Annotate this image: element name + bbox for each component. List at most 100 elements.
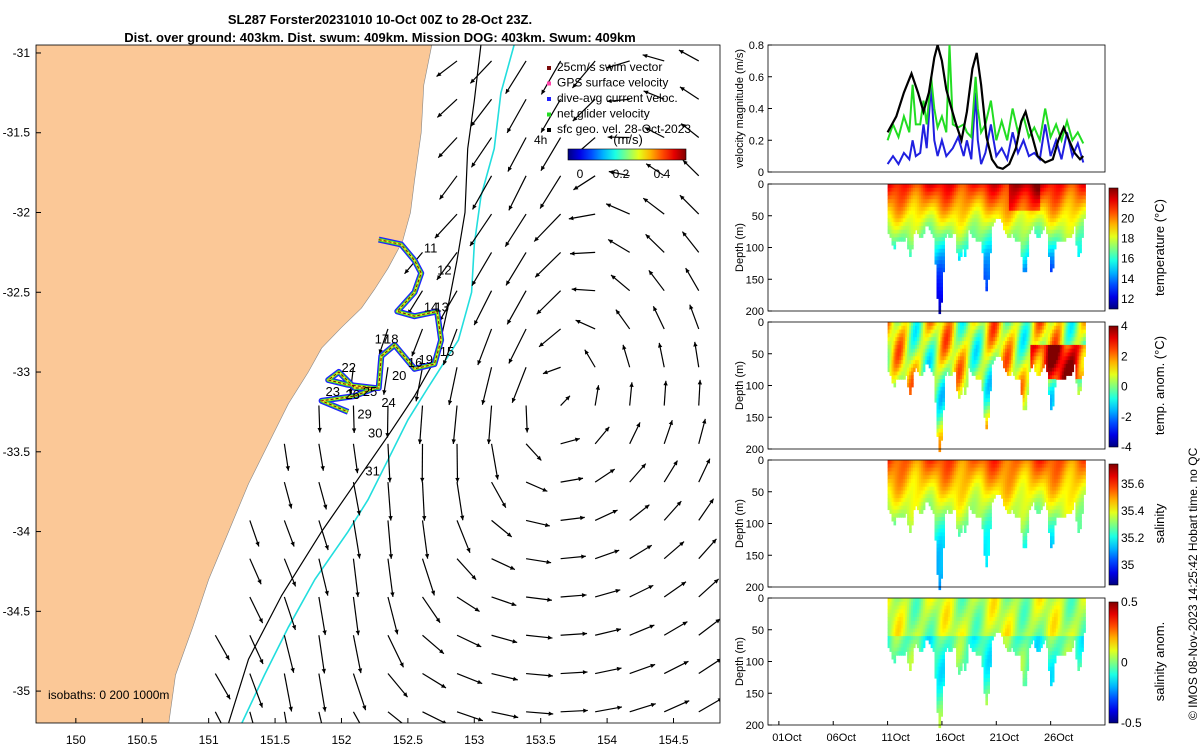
depth-axis-label: Depth (m): [734, 499, 746, 548]
heatmap-colorbar: [1108, 601, 1119, 724]
colorbar-tick-label: 0: [1121, 380, 1128, 394]
time-x-tick-label: 26Oct: [1044, 732, 1073, 744]
depth-tick-label: 0: [758, 317, 764, 329]
track-day-label: 12: [437, 263, 451, 278]
depth-tick-label: 50: [752, 211, 764, 223]
track-day-label: 29: [357, 406, 371, 421]
heatmap-cells: [887, 460, 1086, 591]
map-y-tick-label: -32: [13, 206, 31, 220]
track-day-label: 31: [365, 464, 379, 479]
track-day-label: 20: [392, 368, 406, 383]
depth-tick-label: 100: [746, 381, 764, 393]
depth-tick-label: 100: [746, 657, 764, 669]
colorbar-tick-label: 22: [1121, 191, 1135, 205]
chart-title-line2: Dist. over ground: 403km. Dist. swum: 40…: [124, 30, 636, 45]
legend-swatch: [547, 112, 551, 117]
colorbar-tick-label: 35.4: [1121, 504, 1145, 518]
legend-swatch: [547, 128, 551, 132]
track-day-label: 17: [375, 331, 389, 346]
velocity-y-tick-label: 0: [758, 167, 764, 179]
colorbar-tick-label: 0.4: [654, 167, 671, 181]
map-y-tick-label: -34: [13, 525, 31, 539]
colorbar-tick-label: 16: [1121, 252, 1135, 266]
heatmap-panel: 0 50 100 150 200 Depth (m) 35.6 35.4 35.2 35 salin…: [734, 455, 1167, 594]
map-panel: 111213141516171819202223242526293031isob…: [3, 44, 721, 747]
isobath-label: isobaths: 0 200 1000m: [48, 688, 169, 702]
heatmap-panel: 0 50 100 150 200 Depth (m) 4 2 0 -2 -4 temp. anom. …: [734, 317, 1167, 456]
track-day-label: 24: [381, 395, 395, 410]
heatmap-cells: [887, 322, 1086, 453]
velocity-y-tick-label: 0.6: [749, 72, 764, 84]
map-y-tick-label: -34.5: [3, 604, 31, 618]
track-day-label: 25: [363, 384, 377, 399]
colorbar-tick-label: -2: [1121, 410, 1132, 424]
track-day-label: 11: [424, 240, 438, 255]
colorbar-label: temperature (°C): [1152, 199, 1167, 296]
velocity-y-tick-label: 0.8: [749, 40, 764, 52]
colorbar-label: temp. anom. (°C): [1152, 336, 1167, 435]
track-day-label: 23: [326, 384, 340, 399]
time-x-tick-label: 16Oct: [935, 732, 964, 744]
isobath-200m: [228, 45, 482, 723]
time-x-tick-label: 21Oct: [990, 732, 1019, 744]
time-x-tick-label: 01Oct: [772, 732, 801, 744]
velocity-y-tick-label: 0.4: [749, 104, 764, 116]
heatmap-colorbar: [1108, 463, 1119, 586]
heatmap-colorbar: [1108, 187, 1119, 310]
track-day-label: 15: [440, 344, 454, 359]
map-x-tick-label: 153: [464, 733, 484, 747]
map-x-tick-label: 152.5: [393, 733, 423, 747]
depth-tick-label: 150: [746, 412, 764, 424]
map-x-tick-label: 153.5: [526, 733, 556, 747]
track-day-label: 30: [368, 425, 382, 440]
colorbar-tick-label: 0.5: [1121, 595, 1138, 609]
colorbar-tick-label: 4: [1121, 319, 1128, 333]
map-y-tick-label: -33: [13, 365, 31, 379]
map-x-tick-label: 151.5: [260, 733, 290, 747]
geo-speed-line: [886, 45, 1085, 171]
depth-axis-label: Depth (m): [734, 361, 746, 410]
chart-title-line1: SL287 Forster20231010 10-Oct 00Z to 28-O…: [227, 12, 533, 27]
depth-tick-label: 0: [758, 455, 764, 467]
map-y-tick-label: -32.5: [3, 285, 31, 299]
map-x-tick-label: 154: [597, 733, 617, 747]
depth-tick-label: 200: [746, 720, 764, 732]
depth-tick-label: 150: [746, 274, 764, 286]
heatmap-cells: [887, 184, 1086, 315]
depth-tick-label: 0: [758, 593, 764, 605]
depth-axis-label: Depth (m): [734, 223, 746, 272]
colorbar-tick-label: 18: [1121, 231, 1135, 245]
map-x-tick-label: 150.5: [127, 733, 157, 747]
depth-tick-label: 100: [746, 519, 764, 531]
depth-tick-label: 200: [746, 582, 764, 594]
net-glider-speed-line: [886, 45, 1085, 144]
map-y-tick-label: -33.5: [3, 445, 31, 459]
track-day-label: 26: [345, 387, 359, 402]
depth-tick-label: 0: [758, 179, 764, 191]
dive-avg-speed-line: [886, 84, 1085, 167]
legend-swatch: [547, 81, 551, 86]
map-legend: 25cm/s swim vector GPS surface velocitydi…: [534, 60, 691, 181]
colorbar-label: salinity: [1152, 503, 1167, 543]
map-y-tick-label: -31.5: [3, 126, 31, 140]
colorbar-tick-label: 12: [1121, 292, 1135, 306]
legend-swatch: [547, 66, 551, 70]
velocity-y-tick-label: 0.2: [749, 135, 764, 147]
colorbar-tick-label: -0.5: [1121, 716, 1142, 730]
depth-tick-label: 50: [752, 625, 764, 637]
map-x-tick-label: 154.5: [658, 733, 688, 747]
legend-swatch: [547, 97, 551, 101]
track-day-label: 14: [424, 299, 438, 314]
legend-item: 25cm/s swim vector: [557, 60, 662, 74]
geostrophic-vector-field: [214, 49, 720, 723]
isobath-1000m: [241, 45, 515, 723]
legend-item: net glider velocity: [557, 107, 650, 121]
map-y-tick-label: -31: [13, 46, 31, 60]
map-x-tick-label: 152: [331, 733, 351, 747]
depth-tick-label: 150: [746, 550, 764, 562]
time-x-tick-label: 11Oct: [881, 732, 910, 744]
depth-axis-label: Depth (m): [734, 637, 746, 686]
colorbar-tick-label: 35.2: [1121, 531, 1145, 545]
colorbar-tick-label: 0.2: [613, 167, 630, 181]
heatmap-panel: 0 50 100 150 200 Depth (m) 22 20 18 16 14 12 tempera…: [734, 179, 1167, 318]
